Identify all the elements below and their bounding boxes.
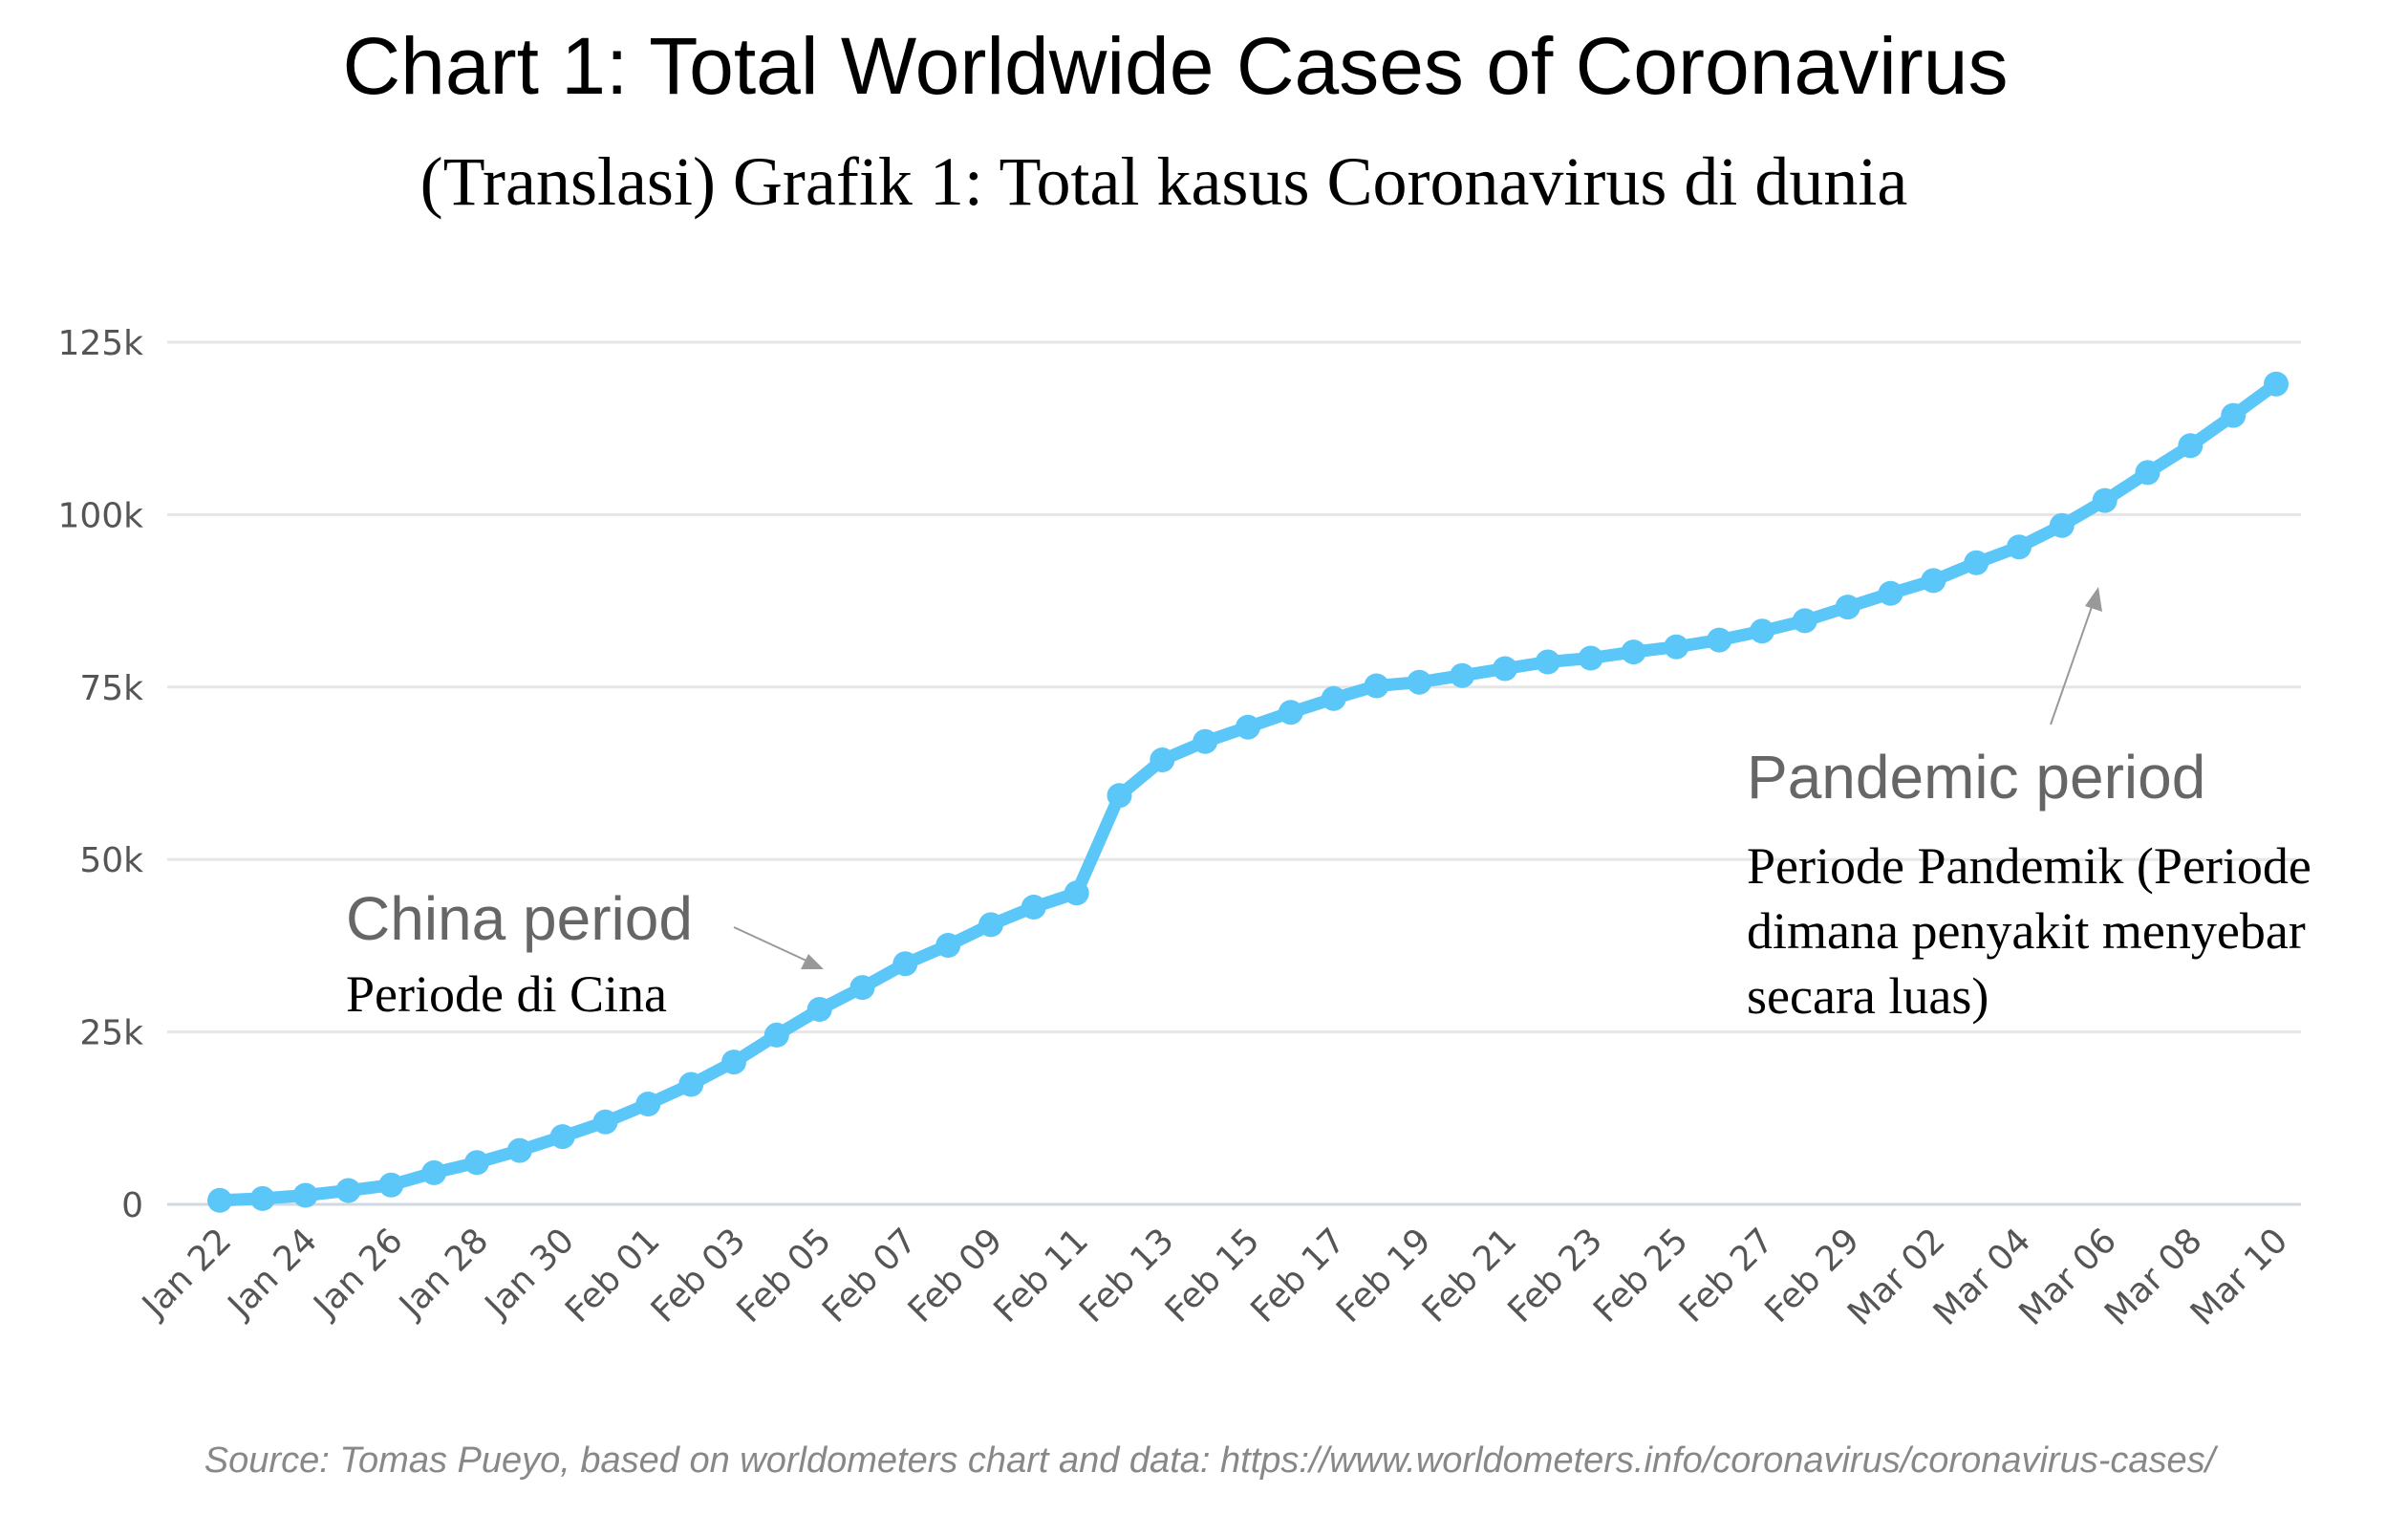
x-tick-label: Feb 25 bbox=[1586, 1221, 1696, 1331]
data-point bbox=[1835, 595, 1860, 620]
x-tick-label: Jan 22 bbox=[134, 1221, 239, 1326]
data-point bbox=[2264, 371, 2289, 397]
data-point bbox=[1064, 880, 1089, 906]
arrow-pandemic-period-head bbox=[2085, 587, 2102, 612]
x-tick-label: Mar 10 bbox=[2183, 1221, 2296, 1333]
data-point bbox=[2178, 433, 2204, 459]
data-point bbox=[292, 1182, 318, 1208]
y-tick-label: 0 bbox=[121, 1186, 143, 1225]
x-tick-label: Jan 26 bbox=[306, 1221, 411, 1326]
data-point bbox=[2221, 402, 2247, 428]
data-point bbox=[935, 933, 961, 958]
data-point bbox=[1664, 634, 1689, 660]
data-point bbox=[1278, 700, 1303, 725]
data-point bbox=[378, 1172, 404, 1198]
series-cases bbox=[207, 371, 2289, 1213]
annotation-pandemic-period-translation-line-1: Periode Pandemik (Periode bbox=[1747, 837, 2311, 895]
annotation-china-period-translation: Periode di Cina bbox=[346, 965, 667, 1023]
x-tick-label: Feb 17 bbox=[1243, 1221, 1353, 1331]
data-point bbox=[207, 1187, 232, 1213]
data-point bbox=[849, 975, 875, 1001]
arrow-pandemic-period bbox=[2050, 603, 2094, 725]
annotation-pandemic-period-translation-line-3: secara luas) bbox=[1747, 967, 1989, 1025]
x-tick-label: Jan 28 bbox=[391, 1221, 496, 1326]
data-point bbox=[1321, 685, 1346, 711]
data-point bbox=[421, 1159, 447, 1185]
gridlines bbox=[167, 340, 2301, 1206]
annotation-china-period: China period bbox=[346, 884, 693, 953]
data-point bbox=[1407, 669, 1432, 695]
data-point bbox=[1750, 618, 1774, 644]
data-point bbox=[1364, 673, 1389, 699]
data-point bbox=[1621, 639, 1646, 665]
x-tick-label: Feb 21 bbox=[1415, 1221, 1525, 1331]
data-point bbox=[892, 951, 918, 977]
data-point bbox=[506, 1137, 532, 1163]
data-point bbox=[806, 997, 832, 1022]
annotation-pandemic-period: Pandemic period bbox=[1747, 743, 2205, 812]
data-point bbox=[2092, 487, 2118, 513]
data-point bbox=[1921, 568, 1946, 594]
y-tick-label: 75k bbox=[79, 669, 143, 708]
data-point bbox=[1450, 662, 1475, 688]
x-tick-label: Feb 15 bbox=[1158, 1221, 1268, 1331]
data-point bbox=[2007, 534, 2032, 560]
data-point bbox=[464, 1150, 489, 1176]
data-point bbox=[1193, 728, 1218, 754]
data-point bbox=[2135, 460, 2161, 486]
data-point bbox=[678, 1072, 704, 1097]
x-tick-label: Jan 24 bbox=[220, 1221, 325, 1326]
x-tick-label: Feb 19 bbox=[1329, 1221, 1439, 1331]
x-tick-label: Feb 13 bbox=[1072, 1221, 1182, 1331]
data-point bbox=[763, 1022, 789, 1048]
x-tick-label: Feb 05 bbox=[729, 1221, 839, 1331]
annotation-pandemic-period-translation-line-2: dimana penyakit menyebar bbox=[1747, 902, 2306, 960]
source-note: Source: Tomas Pueyo, based on worldomete… bbox=[204, 1440, 2219, 1481]
y-axis-tick-labels: 0 25k 50k 75k 100k 125k bbox=[57, 324, 143, 1225]
x-tick-label: Feb 03 bbox=[644, 1221, 754, 1331]
data-point bbox=[1707, 627, 1732, 653]
y-tick-label: 25k bbox=[79, 1014, 143, 1053]
y-tick-label: 50k bbox=[79, 841, 143, 880]
data-point bbox=[2049, 512, 2075, 538]
chart-title: Chart 1: Total Worldwide Cases of Corona… bbox=[343, 21, 2009, 111]
data-point bbox=[721, 1050, 746, 1075]
arrow-china-period bbox=[733, 926, 809, 963]
x-tick-label: Feb 11 bbox=[986, 1221, 1096, 1331]
chart-subtitle: (Translasi) Grafik 1: Total kasus Corona… bbox=[420, 143, 1908, 220]
arrow-china-period-head bbox=[801, 954, 824, 969]
data-point bbox=[1964, 550, 1989, 575]
y-tick-label: 125k bbox=[57, 324, 143, 363]
data-point bbox=[1107, 783, 1132, 809]
y-tick-label: 100k bbox=[57, 496, 143, 535]
data-point bbox=[549, 1124, 575, 1150]
x-tick-label: Feb 09 bbox=[901, 1221, 1011, 1331]
data-point bbox=[1578, 645, 1603, 671]
data-point bbox=[1493, 656, 1517, 682]
data-point bbox=[1878, 580, 1903, 606]
data-point bbox=[1021, 895, 1046, 920]
data-point bbox=[1150, 747, 1175, 772]
x-tick-label: Feb 07 bbox=[815, 1221, 925, 1331]
data-point bbox=[335, 1178, 361, 1203]
data-point bbox=[1792, 608, 1817, 634]
data-point bbox=[1236, 714, 1260, 740]
data-point bbox=[249, 1185, 275, 1211]
x-tick-label: Feb 23 bbox=[1500, 1221, 1610, 1331]
data-point bbox=[1535, 649, 1560, 675]
x-tick-label: Feb 01 bbox=[558, 1221, 668, 1331]
data-point bbox=[592, 1109, 618, 1135]
data-point bbox=[978, 912, 1003, 938]
x-tick-label: Feb 27 bbox=[1672, 1221, 1782, 1331]
data-point bbox=[635, 1092, 661, 1116]
